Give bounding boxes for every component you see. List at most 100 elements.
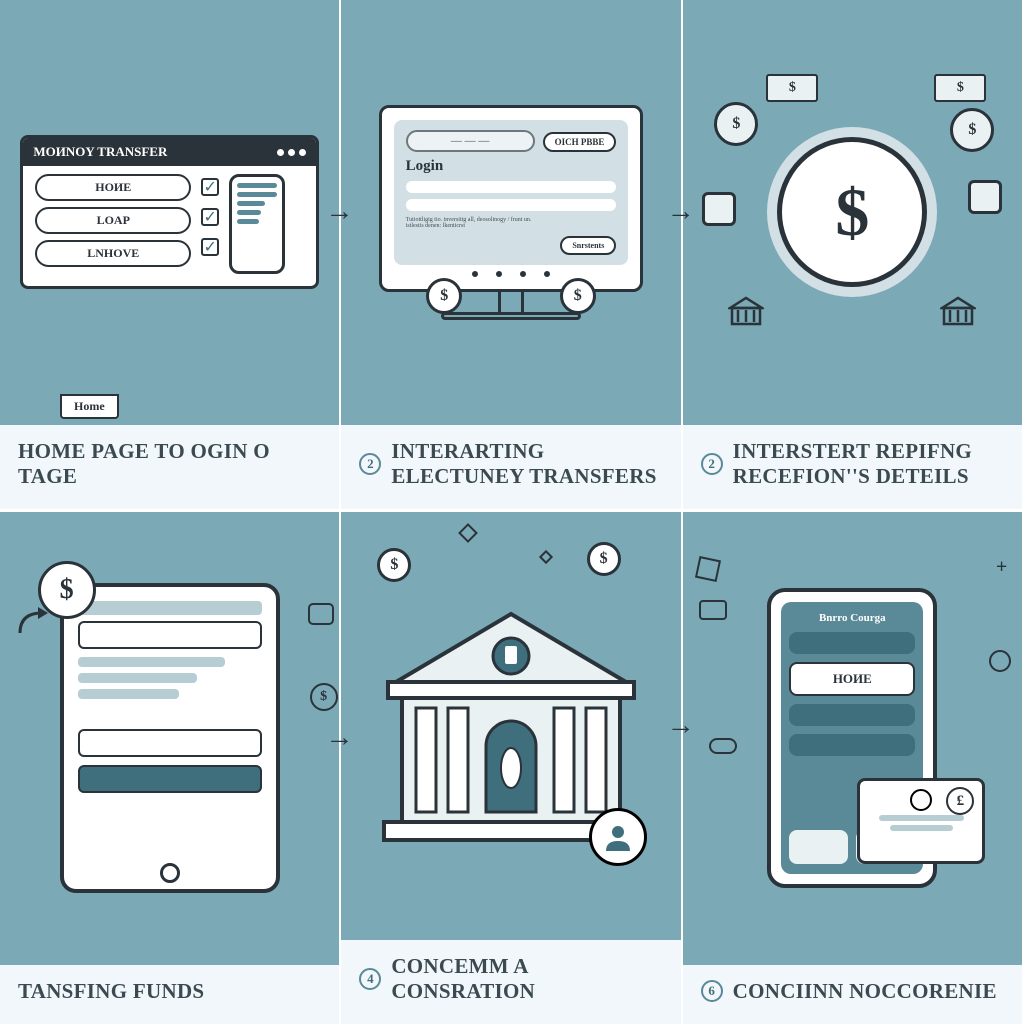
login-button[interactable]: Snrstents xyxy=(560,236,616,255)
coin-small-icon: $ xyxy=(587,542,621,576)
login-title: Login xyxy=(406,158,617,175)
orbit-diagram: $ $ $ xyxy=(722,82,982,342)
phone-secondary-button[interactable] xyxy=(789,704,915,726)
panel-1: MOИNOY TRANSFER HOИE LOAP LNHOVE xyxy=(0,0,341,509)
bank-mini-icon xyxy=(940,296,976,328)
arrow-icon: → xyxy=(667,710,695,742)
header-small: OICH PBBE xyxy=(543,132,617,152)
status-bar xyxy=(78,601,262,615)
form-field[interactable] xyxy=(78,729,262,757)
checkbox[interactable]: ✓ xyxy=(201,238,219,256)
check-icon: ✓ xyxy=(203,177,216,197)
gear-icon xyxy=(989,650,1011,672)
arrow-icon: → xyxy=(667,196,695,228)
fine-print: Tutiottligig tio. inversittg all, deosol… xyxy=(406,217,617,230)
browser-title: MOИNOY TRANSFER xyxy=(33,144,167,160)
pound-glyph: £ xyxy=(957,793,965,810)
check-icon: ✓ xyxy=(203,237,216,257)
home-tab[interactable]: Home xyxy=(60,394,119,419)
chat-icon xyxy=(308,603,334,625)
dollar-pin-icon: $ xyxy=(426,278,462,314)
mdot xyxy=(520,271,526,277)
currency-stamp-icon: £ xyxy=(946,787,974,815)
diamond-icon xyxy=(539,550,553,564)
panel-6: Bnrro Courga HOИE £ xyxy=(683,512,1024,1024)
dollar-coin-icon: $ xyxy=(714,102,758,146)
dollar-glyph: $ xyxy=(320,689,327,705)
monitor-screen: — — — OICH PBBE Login Tutiottligig tio. … xyxy=(394,120,629,265)
panel-2-graphic: — — — OICH PBBE Login Tutiottligig tio. … xyxy=(341,0,680,425)
dollar-glyph: $ xyxy=(574,287,582,305)
phone-primary-button[interactable]: HOИE xyxy=(789,662,915,696)
arrow-icon: → xyxy=(325,196,353,228)
caption-bar-6: 6 CONCIINN NOCCORENIE xyxy=(683,965,1022,1024)
caption-4: TANSFING FUNDS xyxy=(18,979,204,1004)
step-number: 2 xyxy=(359,453,381,475)
form-label xyxy=(78,689,179,699)
phone-mini xyxy=(229,174,285,274)
check-column: ✓ ✓ ✓ xyxy=(201,174,219,256)
caption-bar-4: TANSFING FUNDS xyxy=(0,965,339,1024)
panel-3: $ $ $ xyxy=(683,0,1024,509)
form-label xyxy=(78,673,198,683)
arrow-icon: → xyxy=(325,722,353,754)
mdot xyxy=(496,271,502,277)
fine-line: istlestis denen: lkenticrst xyxy=(406,223,617,230)
phone-secondary-button[interactable] xyxy=(789,734,915,756)
menu-list: HOИE LOAP LNHOVE xyxy=(35,174,191,267)
caption-3: INTERSTERT REPIFNG RECEFION''S DETEILS xyxy=(733,439,1004,489)
window-dot xyxy=(277,149,284,156)
arrow-curve-icon xyxy=(14,603,54,643)
form-field[interactable] xyxy=(78,621,262,649)
panel-4: $ $ → TANSFING FUNDS xyxy=(0,512,341,1024)
cube-icon xyxy=(695,556,721,582)
window-dot xyxy=(288,149,295,156)
checkbox[interactable]: ✓ xyxy=(201,208,219,226)
window-dots xyxy=(277,149,306,156)
panel-4-graphic: $ $ → xyxy=(0,512,339,965)
phone-tile[interactable] xyxy=(789,830,848,864)
monitor-stand xyxy=(498,292,524,312)
cash-icon xyxy=(934,74,986,102)
phone-header: Bnrro Courga xyxy=(789,612,915,624)
step-number: 6 xyxy=(701,980,723,1002)
panel-5-graphic: $ $ → xyxy=(341,512,680,940)
dollar-coin-icon: $ xyxy=(950,108,994,152)
menu-item[interactable]: LNHOVE xyxy=(35,240,191,267)
menu-item[interactable]: HOИE xyxy=(35,174,191,201)
monitor: — — — OICH PBBE Login Tutiottligig tio. … xyxy=(379,105,644,292)
dollar-glyph: $ xyxy=(732,115,740,133)
bank-mini-icon xyxy=(728,296,764,328)
plus-icon: + xyxy=(996,556,1007,579)
browser-titlebar: MOИNOY TRANSFER xyxy=(23,138,316,166)
dollar-glyph: $ xyxy=(600,550,608,568)
dollar-glyph: $ xyxy=(440,287,448,305)
browser-window: MOИNOY TRANSFER HOИE LOAP LNHOVE xyxy=(20,135,319,289)
monitor-wrap: — — — OICH PBBE Login Tutiottligig tio. … xyxy=(379,105,644,320)
mini-bar xyxy=(237,183,277,188)
login-input[interactable] xyxy=(406,181,617,193)
card-icon xyxy=(702,192,736,226)
tablet-device: $ xyxy=(60,583,280,893)
mini-bar xyxy=(237,219,259,224)
dollar-glyph: $ xyxy=(60,574,74,606)
login-input[interactable] xyxy=(406,199,617,211)
panel-5: $ $ → 4 CONCEMM A CONSRATION xyxy=(341,512,682,1024)
checkbox[interactable]: ✓ xyxy=(201,178,219,196)
browser-body: HOИE LOAP LNHOVE ✓ ✓ ✓ xyxy=(23,166,316,286)
monitor-base xyxy=(441,312,581,320)
step-number: 2 xyxy=(701,453,723,475)
tablet-home-button[interactable] xyxy=(160,863,180,883)
mini-bar xyxy=(237,192,277,197)
eye-icon xyxy=(709,738,737,754)
card-icon xyxy=(968,180,1002,214)
submit-button[interactable] xyxy=(78,765,262,793)
phone-line xyxy=(789,632,915,654)
avatar-icon xyxy=(589,808,647,866)
caption-2: INTERARTING ELECTUNEY TRANSFERS xyxy=(391,439,662,489)
caption-bar-2: 2 INTERARTING ELECTUNEY TRANSFERS xyxy=(341,425,680,509)
menu-item[interactable]: LOAP xyxy=(35,207,191,234)
panel-2: — — — OICH PBBE Login Tutiottligig tio. … xyxy=(341,0,682,509)
dollar-glyph: $ xyxy=(390,556,398,574)
mdot xyxy=(472,271,478,277)
